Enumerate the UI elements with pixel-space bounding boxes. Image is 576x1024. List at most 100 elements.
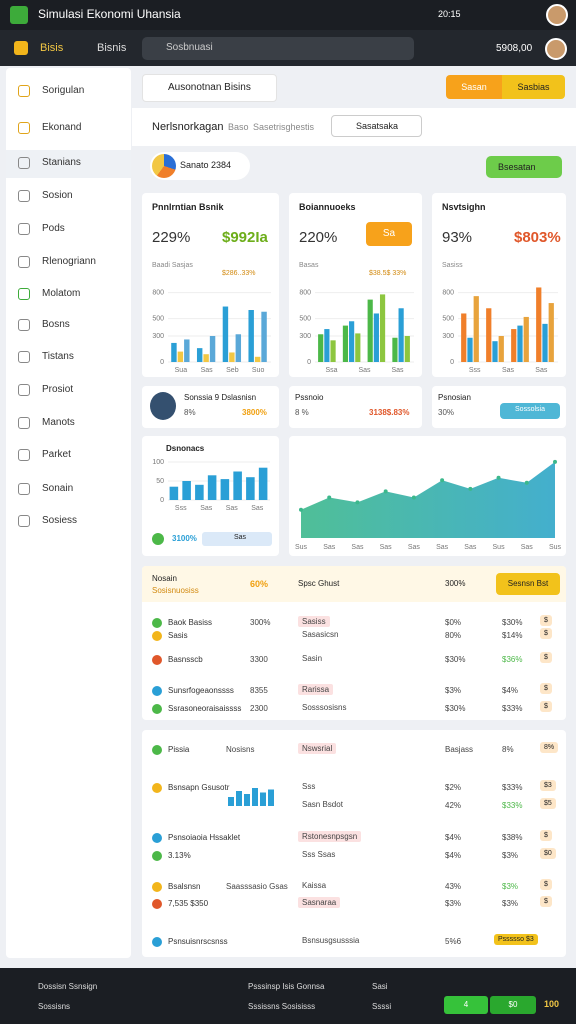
- row-badge[interactable]: $: [540, 615, 552, 626]
- avatar: [545, 38, 567, 60]
- header-button[interactable]: Sesnsn Bst: [496, 573, 560, 595]
- row-badge[interactable]: Pssssso $3: [494, 934, 538, 945]
- pill-icon: [152, 154, 176, 178]
- bar: [169, 486, 179, 500]
- row-label: Sasis: [168, 631, 188, 640]
- y-tick-label: 500: [152, 316, 164, 323]
- row-badge[interactable]: $5: [540, 798, 556, 809]
- brand[interactable]: Bisis: [40, 42, 64, 54]
- row-badge[interactable]: $: [540, 683, 552, 694]
- card-value: 3138$.83%: [369, 408, 410, 417]
- sidebar-item[interactable]: Stanians: [42, 157, 81, 168]
- button[interactable]: Sasbias: [502, 75, 565, 99]
- row-icon: [152, 686, 162, 696]
- mini-bar: [236, 791, 242, 806]
- row-tag: Bsnsusgsusssia: [302, 936, 360, 945]
- bar: [486, 308, 492, 362]
- row-value: $3%: [445, 899, 462, 908]
- row-badge[interactable]: $: [540, 830, 552, 841]
- row-value: 2300: [250, 704, 268, 713]
- bar: [498, 336, 504, 362]
- card-value: $992Ia: [222, 229, 268, 246]
- x-tick-label: Sas: [380, 544, 393, 551]
- sidebar-item[interactable]: Manots: [42, 417, 75, 428]
- x-tick-label: Sas: [391, 367, 404, 374]
- sidebar-item[interactable]: Rlenogriann: [42, 256, 96, 267]
- sidebar-icon: [18, 417, 30, 429]
- footer-icon: [152, 533, 164, 545]
- sidebar-item[interactable]: Sonain: [42, 483, 74, 494]
- y-tick-label: 0: [160, 359, 164, 366]
- action-button[interactable]: Bsesatan: [486, 156, 562, 178]
- sidebar-item[interactable]: Tistans: [42, 351, 74, 362]
- button[interactable]: Sasan: [446, 75, 502, 99]
- bottom-button[interactable]: 4: [444, 996, 488, 1014]
- bar: [523, 316, 529, 362]
- row-badge[interactable]: $0: [540, 848, 556, 859]
- sidebar-item[interactable]: Parket: [42, 449, 71, 460]
- y-tick-label: 0: [160, 497, 164, 504]
- row-badge[interactable]: 8%: [540, 742, 559, 753]
- bar: [373, 313, 379, 362]
- search[interactable]: [142, 37, 414, 60]
- row-label: Psnsuisnrscsnss: [168, 937, 228, 946]
- row-badge[interactable]: $: [540, 652, 552, 663]
- sidebar-item[interactable]: Ekonand: [42, 122, 82, 133]
- sidebar-item[interactable]: Sosiess: [42, 515, 78, 526]
- card-value: $803%: [514, 229, 561, 246]
- sidebar-icon: [18, 483, 30, 495]
- sidebar-item[interactable]: Pods: [42, 223, 65, 234]
- bar: [542, 323, 548, 362]
- row-value: 3300: [250, 655, 268, 664]
- y-tick-label: 0: [450, 359, 454, 366]
- tab[interactable]: [142, 74, 277, 102]
- sidebar-item[interactable]: Sosion: [42, 190, 73, 201]
- card-title: Boiannuoeks: [299, 202, 356, 212]
- y-tick-label: 300: [442, 333, 454, 340]
- menu[interactable]: Bisnis: [97, 42, 127, 54]
- avatar: [546, 4, 568, 26]
- header-label: Nosain: [152, 574, 177, 583]
- row-icon: [152, 899, 162, 909]
- dropdown[interactable]: Sasatsaka: [331, 115, 422, 137]
- bar: [209, 336, 216, 362]
- x-tick-label: Sua: [175, 367, 188, 374]
- bar: [467, 337, 473, 362]
- row-badge[interactable]: $: [540, 701, 552, 712]
- row-value: Nosisns: [226, 745, 255, 754]
- row-tag: Sasiss: [298, 616, 330, 627]
- bar: [233, 471, 242, 500]
- mini-bar: [244, 794, 250, 806]
- chart: 0 300 500 800 Ssa Sas Sas: [299, 290, 414, 374]
- y-tick-label: 800: [152, 290, 164, 297]
- card-button[interactable]: Sossolsia: [500, 403, 560, 419]
- row-tag: Sasin: [302, 654, 323, 663]
- row-value: $30%: [445, 655, 466, 664]
- row-badge[interactable]: $3: [540, 780, 556, 791]
- row-badge[interactable]: $: [540, 628, 552, 639]
- table-header: [142, 566, 566, 602]
- row-badge[interactable]: $: [540, 896, 552, 907]
- row-icon: [152, 631, 162, 641]
- bar: [203, 354, 209, 362]
- bar: [196, 348, 203, 362]
- chart: 0 300 500 800 Sua Sas Seb Suo: [152, 290, 271, 374]
- bottom-button[interactable]: $0: [490, 996, 536, 1014]
- row-badge[interactable]: $: [540, 879, 552, 890]
- row-tag: Sasasicsn: [302, 630, 339, 639]
- sidebar-item[interactable]: Prosiot: [42, 384, 74, 395]
- row-icon: [152, 882, 162, 892]
- point: [383, 489, 388, 494]
- sidebar-item[interactable]: Bosns: [42, 319, 70, 330]
- sidebar-item[interactable]: Molatom: [42, 288, 81, 299]
- row-tag: Sss: [302, 782, 316, 791]
- point: [440, 478, 445, 483]
- card-button[interactable]: Sa: [366, 222, 412, 246]
- bar: [324, 329, 330, 362]
- x-tick-label: Sas: [535, 367, 548, 374]
- row-label: Psnsoiaoia Hssaklet: [168, 833, 241, 842]
- card: [289, 386, 422, 428]
- sidebar-item[interactable]: Sorigulan: [42, 85, 85, 96]
- point: [524, 480, 529, 485]
